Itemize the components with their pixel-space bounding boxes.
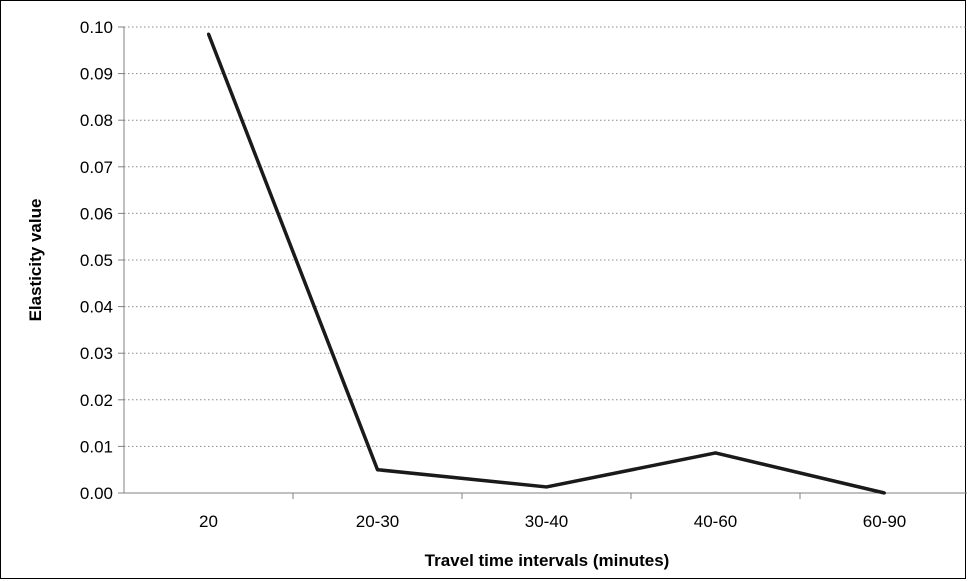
y-tick-label: 0.02	[80, 391, 113, 410]
y-tick-label: 0.01	[80, 437, 113, 456]
data-point	[207, 32, 210, 36]
data-point	[714, 451, 717, 455]
x-axis: 20 20-30 30-40 40-60 60-90	[124, 492, 967, 531]
gridlines	[124, 26, 967, 447]
series-layer	[206, 32, 886, 495]
y-tick-label: 0.04	[80, 298, 113, 317]
y-tick-label: 0.03	[80, 344, 113, 363]
y-tick-label: 0.10	[80, 18, 113, 37]
y-axis: 0.00 0.01 0.02 0.03 0.04 0.05 0.06 0.07 0.08 0.09…	[80, 18, 125, 503]
y-tick-label: 0.00	[80, 484, 113, 503]
series-line	[206, 33, 885, 495]
x-tick-label: 20-30	[356, 512, 399, 531]
data-point	[376, 468, 379, 472]
y-tick-label: 0.06	[80, 204, 113, 223]
y-tick-label: 0.07	[80, 158, 113, 177]
y-tick-label: 0.09	[80, 65, 113, 84]
x-tick-label: 40-60	[694, 512, 737, 531]
x-tick-label: 30-40	[525, 512, 568, 531]
data-point	[883, 491, 886, 495]
y-axis-title: Elasticity value	[26, 199, 45, 322]
data-point	[545, 485, 548, 489]
y-tick-label: 0.05	[80, 251, 113, 270]
y-tick-label: 0.08	[80, 111, 113, 130]
x-tick-label: 60-90	[863, 512, 906, 531]
x-axis-title: Travel time intervals (minutes)	[425, 551, 670, 570]
x-tick-label: 20	[199, 512, 218, 531]
